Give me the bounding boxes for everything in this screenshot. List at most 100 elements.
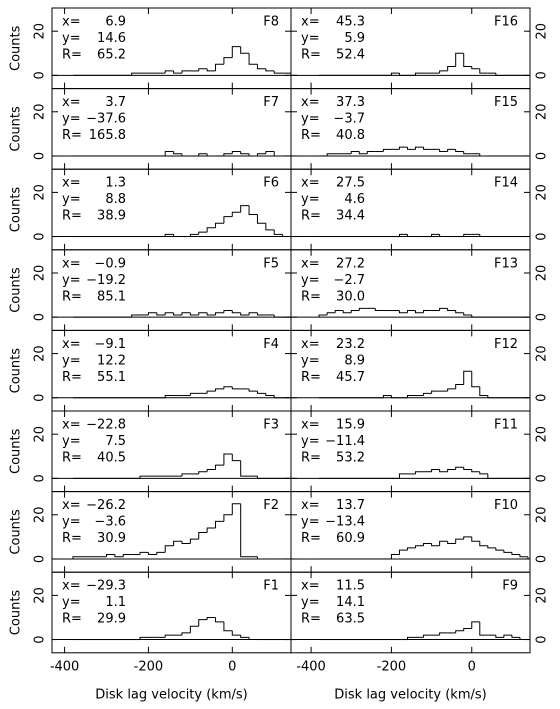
histogram-bin: [206, 469, 216, 472]
histogram-bin: [415, 72, 424, 76]
stat-label: y=: [62, 273, 81, 288]
histogram-bin: [215, 388, 224, 392]
histogram-bin: [164, 545, 174, 553]
stat-value: −26.2: [86, 498, 126, 513]
histogram-bin: [350, 310, 360, 313]
stat-label: x=: [301, 95, 320, 110]
histogram-bin: [122, 554, 132, 557]
x-tick-label: -200: [134, 659, 164, 674]
histogram-bin: [495, 547, 504, 551]
y-tick-label: 20: [535, 104, 550, 121]
panel-label: F10: [494, 498, 518, 513]
histogram-bin: [511, 635, 520, 638]
histogram-bin: [231, 211, 241, 217]
histogram-bin: [431, 469, 440, 472]
histogram-bin: [131, 72, 141, 76]
stat-value: −29.3: [86, 579, 126, 594]
stat-label: x=: [62, 579, 81, 594]
histogram-bin: [406, 310, 416, 313]
stat-value: 30.9: [97, 531, 126, 546]
y-tick-label: 20: [33, 345, 48, 362]
histogram-bin: [164, 634, 174, 638]
histogram-bin: [398, 73, 408, 76]
stat-value: 45.7: [336, 370, 365, 385]
histogram-bin: [223, 621, 233, 632]
stat-label: x=: [62, 15, 81, 30]
histogram-bin: [398, 146, 408, 150]
stat-value: 12.2: [97, 353, 126, 368]
stat-value: −22.8: [86, 418, 126, 433]
stat-value: 14.6: [97, 31, 126, 46]
histogram-bin: [173, 312, 182, 316]
histogram-bin: [223, 386, 233, 389]
histogram-bin: [72, 556, 82, 559]
y-tick-label: 20: [535, 426, 550, 443]
histogram-bin: [189, 392, 199, 396]
histogram-bin: [439, 632, 448, 636]
stat-label: x=: [62, 95, 81, 110]
histogram-bin: [503, 550, 512, 553]
stat-value: −13.4: [325, 515, 365, 530]
histogram-bin: [164, 70, 174, 74]
stat-value: 1.1: [105, 595, 126, 610]
histogram-bin: [231, 151, 241, 154]
y-tick-label: 0: [33, 474, 48, 482]
stat-label: y=: [301, 31, 320, 46]
y-axis-label: Counts: [9, 187, 24, 233]
histogram-bin: [215, 222, 224, 228]
stat-value: 8.9: [344, 353, 365, 368]
x-axis-label: Disk lag velocity (km/s): [334, 687, 486, 702]
histogram-bin: [374, 308, 384, 312]
panel-label: F15: [494, 95, 518, 110]
histogram-bin: [206, 68, 216, 72]
x-tick-label: -400: [296, 659, 326, 674]
histogram-bin: [366, 151, 376, 154]
y-tick-label: 0: [535, 635, 550, 643]
stat-label: x=: [301, 498, 320, 513]
histogram-bin: [248, 53, 258, 65]
histogram-bin: [181, 153, 191, 157]
stat-label: R=: [301, 48, 321, 63]
stat-value: 27.5: [336, 176, 365, 191]
histogram-bin: [106, 554, 115, 557]
panel-label: F7: [263, 95, 279, 110]
histogram-bin: [131, 314, 141, 318]
histogram-bin: [206, 616, 216, 620]
stat-label: y=: [301, 515, 320, 530]
histogram-bin: [215, 617, 224, 623]
stat-value: 55.1: [97, 370, 126, 385]
histogram-bin: [164, 233, 174, 237]
stat-value: 45.3: [336, 15, 365, 30]
histogram-bin: [447, 308, 456, 312]
histogram-bin: [479, 153, 488, 157]
histogram-bin: [164, 395, 174, 398]
histogram-bin: [406, 147, 416, 150]
stat-value: 85.1: [97, 289, 126, 304]
histogram-bin: [447, 469, 456, 472]
y-tick-label: 0: [33, 152, 48, 160]
histogram-bin: [173, 234, 182, 238]
histogram-bin: [139, 636, 149, 640]
histogram-bin: [455, 466, 464, 470]
histogram-bin: [231, 310, 241, 314]
histogram-bin: [463, 233, 472, 237]
stat-label: x=: [62, 418, 81, 433]
histogram-bin: [326, 312, 336, 315]
histogram-bin: [479, 471, 488, 475]
histogram-bin: [415, 146, 424, 150]
histogram-bin: [455, 630, 464, 633]
histogram-bin: [406, 234, 416, 238]
histogram-bin: [471, 621, 480, 629]
histogram-bin: [415, 545, 424, 548]
histogram-bin: [447, 148, 456, 152]
histogram-bin: [479, 68, 488, 74]
stat-value: 29.9: [97, 612, 126, 627]
histogram-bin: [206, 527, 216, 533]
histogram-bin: [248, 312, 258, 315]
x-tick-label: 0: [228, 659, 236, 674]
x-tick-label: -200: [377, 659, 407, 674]
histogram-bin: [447, 541, 456, 544]
histogram-bin: [114, 554, 124, 558]
stat-value: −37.6: [86, 112, 126, 127]
panel-label: F16: [494, 15, 518, 30]
